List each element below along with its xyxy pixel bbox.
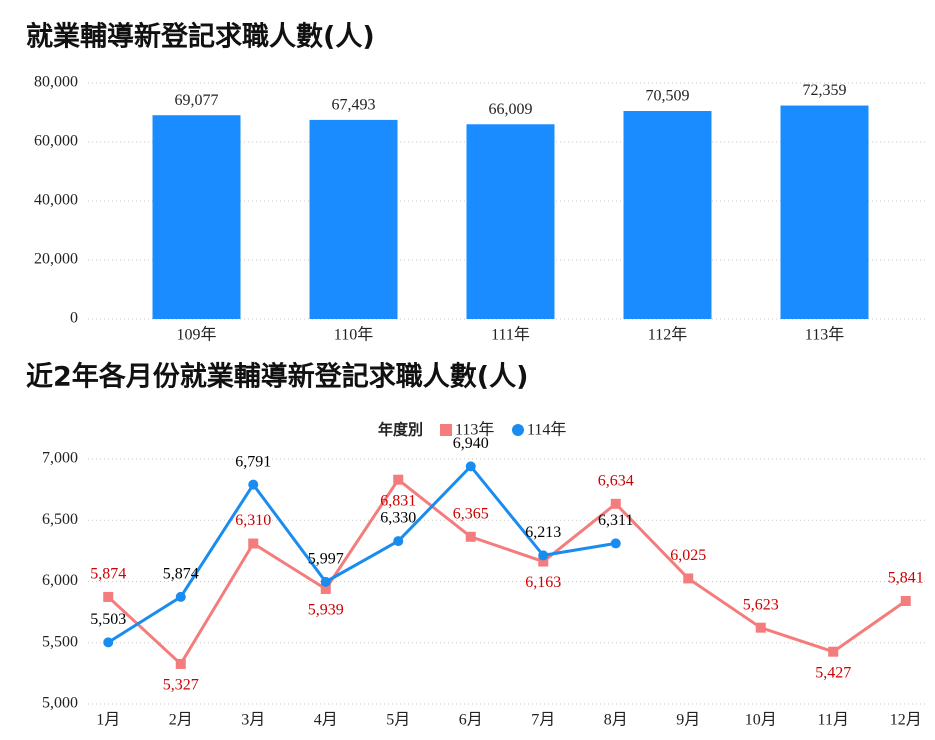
- point: [175, 658, 186, 669]
- data-label: 6,311: [598, 512, 633, 529]
- bar: [466, 124, 555, 319]
- chart-title: 近2年各月份就業輔導新登記求職人數(人): [26, 361, 528, 393]
- data-label: 5,427: [815, 664, 851, 681]
- data-label: 5,939: [308, 602, 344, 619]
- data-label: 70,509: [646, 88, 690, 105]
- data-label: 5,841: [888, 570, 924, 587]
- point: [465, 531, 476, 542]
- data-label: 5,874: [90, 566, 126, 583]
- bar: [623, 110, 712, 320]
- data-label: 5,623: [743, 596, 779, 613]
- legend-swatch: [440, 424, 452, 436]
- point: [103, 637, 114, 648]
- point: [610, 498, 621, 509]
- point: [248, 479, 259, 490]
- y-tick-label: 6,000: [42, 572, 78, 589]
- x-tick-label: 111年: [491, 326, 530, 344]
- series-line: [107, 464, 616, 644]
- y-tick-label: 20,000: [34, 251, 78, 268]
- x-tick-label: 1月: [96, 712, 120, 729]
- legend-label: 113年: [455, 421, 494, 439]
- point: [320, 583, 331, 594]
- series-line: [107, 477, 907, 667]
- data-label: 5,997: [308, 551, 344, 568]
- data-label: 6,940: [453, 435, 489, 452]
- data-label: 72,359: [803, 82, 847, 99]
- x-tick-label: 112年: [648, 326, 687, 344]
- y-tick-label: 5,500: [42, 633, 78, 650]
- x-tick-label: 4月: [314, 712, 338, 729]
- chart-title: 就業輔導新登記求職人數(人): [26, 21, 375, 53]
- bar: [309, 119, 398, 319]
- legend-swatch: [512, 424, 524, 436]
- y-tick-label: 80,000: [34, 74, 78, 91]
- x-tick-label: 113年: [805, 326, 844, 344]
- point: [320, 576, 331, 587]
- legend-label: 114年: [527, 421, 566, 439]
- x-tick-label: 110年: [334, 326, 373, 344]
- data-label: 66,009: [489, 101, 533, 118]
- legend-title: 年度別: [378, 421, 423, 439]
- x-tick-label: 3月: [241, 712, 265, 729]
- bar: [780, 105, 869, 319]
- data-label: 6,025: [670, 547, 706, 564]
- y-tick-label: 0: [70, 310, 78, 327]
- y-tick-label: 5,000: [42, 695, 78, 712]
- data-label: 6,831: [380, 492, 416, 509]
- point: [538, 556, 549, 567]
- point: [538, 550, 549, 561]
- point: [900, 595, 911, 606]
- data-label: 6,365: [453, 505, 489, 522]
- x-tick-label: 2月: [169, 712, 193, 729]
- point: [465, 461, 476, 472]
- data-label: 5,874: [163, 566, 199, 583]
- point: [755, 622, 766, 633]
- point: [683, 573, 694, 584]
- x-tick-label: 10月: [745, 712, 777, 729]
- data-label: 67,493: [332, 97, 376, 114]
- data-label: 69,077: [175, 92, 219, 109]
- data-label: 6,634: [598, 473, 634, 490]
- point: [393, 474, 404, 485]
- data-label: 6,163: [525, 574, 561, 591]
- x-tick-label: 7月: [531, 712, 555, 729]
- point: [393, 536, 404, 547]
- x-tick-label: 11月: [818, 712, 849, 729]
- data-label: 6,330: [380, 510, 416, 527]
- point: [175, 591, 186, 602]
- x-tick-label: 109年: [176, 326, 216, 344]
- data-label: 5,503: [90, 611, 126, 628]
- y-tick-label: 7,000: [42, 450, 78, 467]
- y-tick-label: 6,500: [42, 511, 78, 528]
- x-tick-label: 9月: [676, 712, 700, 729]
- point: [248, 538, 259, 549]
- point: [103, 591, 114, 602]
- x-tick-label: 8月: [604, 712, 628, 729]
- x-tick-label: 5月: [386, 712, 410, 729]
- x-tick-label: 6月: [459, 712, 483, 729]
- y-tick-label: 40,000: [34, 192, 78, 209]
- x-tick-label: 12月: [890, 712, 922, 729]
- data-label: 5,327: [163, 677, 199, 694]
- data-label: 6,310: [235, 512, 271, 529]
- bar: [152, 115, 241, 320]
- data-label: 6,213: [525, 524, 561, 541]
- point: [828, 646, 839, 657]
- y-tick-label: 60,000: [34, 133, 78, 150]
- data-label: 6,791: [235, 453, 271, 470]
- point: [610, 538, 621, 549]
